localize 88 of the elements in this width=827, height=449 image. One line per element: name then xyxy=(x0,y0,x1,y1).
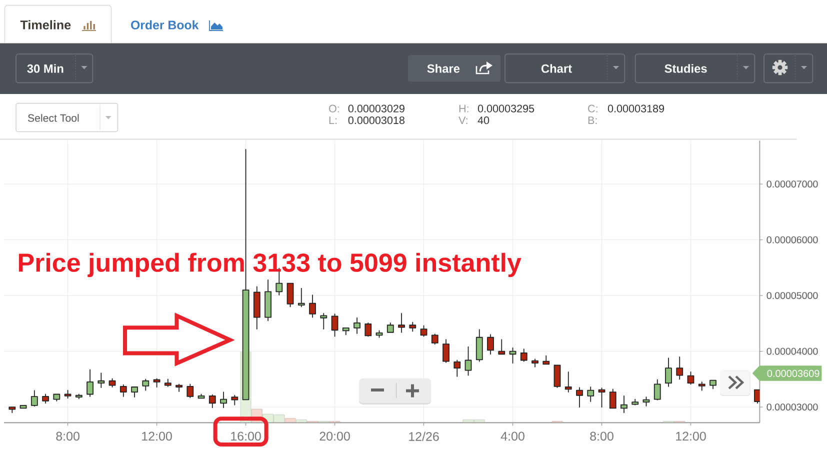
candlestick xyxy=(142,378,150,391)
candlestick xyxy=(220,392,227,408)
y-tick-label: 0.00005000 xyxy=(766,292,818,300)
candlestick xyxy=(576,387,583,408)
x-tick-label: 8:00 xyxy=(56,432,80,441)
candlestick xyxy=(86,369,94,397)
x-tick-label: 16:00 xyxy=(231,432,261,441)
candlestick xyxy=(676,356,684,380)
candlestick xyxy=(342,327,350,336)
candlestick xyxy=(264,280,272,322)
candlestick xyxy=(476,329,483,362)
candlestick xyxy=(309,294,316,318)
text: Share xyxy=(427,64,460,73)
candlestick xyxy=(698,382,706,391)
text: H: xyxy=(459,104,468,112)
candlestick xyxy=(208,394,216,408)
candlestick xyxy=(30,390,38,407)
candlestick xyxy=(131,386,138,398)
candlestick xyxy=(442,339,450,363)
y-tick-label: 0.00007000 xyxy=(766,180,818,188)
candlestick xyxy=(454,360,461,377)
y-tick-label: 0.00006000 xyxy=(766,236,818,244)
x-tick-label: 20:00 xyxy=(320,432,350,441)
text: 0.00003189 xyxy=(608,104,664,112)
text: L: xyxy=(329,116,337,124)
x-tick-label: 12/26 xyxy=(409,432,439,441)
candlestick xyxy=(298,288,305,308)
candlestick xyxy=(186,384,194,398)
candlestick xyxy=(710,380,716,390)
candlestick xyxy=(331,314,338,337)
text: Chart xyxy=(541,64,572,73)
annotation: Price jumped from 3133 to 5099 instantly xyxy=(18,252,522,278)
candlestick xyxy=(98,372,105,388)
candlestick xyxy=(431,334,438,345)
text: 0.00003029 xyxy=(348,104,404,112)
candlestick xyxy=(487,334,494,355)
candlestick xyxy=(42,394,49,404)
text: O: xyxy=(329,104,339,112)
candlestick xyxy=(198,394,205,399)
text: 40 xyxy=(478,116,490,124)
text: C: xyxy=(588,104,598,112)
candlestick xyxy=(386,322,394,333)
candlestick xyxy=(620,395,628,414)
text: Studies xyxy=(664,64,707,73)
candlestick xyxy=(687,372,694,385)
candlestick xyxy=(398,312,405,333)
candlestick xyxy=(665,358,672,387)
candlestick xyxy=(364,322,372,337)
candlestick xyxy=(564,372,572,392)
text: Order Book xyxy=(131,20,199,30)
candlestick xyxy=(253,286,260,330)
candlestick xyxy=(587,386,594,402)
text: B: xyxy=(588,116,597,124)
candlestick xyxy=(164,378,172,387)
y-tick-label: 0.00004000 xyxy=(766,348,818,355)
text: Timeline xyxy=(20,20,71,30)
candlestick xyxy=(520,348,528,362)
candlestick xyxy=(320,312,328,330)
candlestick xyxy=(409,322,416,332)
candlestick xyxy=(20,404,27,409)
text: V: xyxy=(458,116,468,124)
x-tick-label: 8:00 xyxy=(590,432,614,441)
candlestick xyxy=(8,406,16,414)
candlestick xyxy=(542,355,550,365)
candlestick xyxy=(654,379,661,400)
candlestick xyxy=(420,325,428,337)
candlestick xyxy=(108,378,116,388)
text: 0.00003609 xyxy=(767,370,820,377)
candlestick xyxy=(53,394,60,402)
candlestick xyxy=(554,364,561,388)
candlestick xyxy=(498,339,506,355)
candlestick xyxy=(609,388,616,409)
candlestick xyxy=(632,398,639,406)
text: 30 Min xyxy=(27,64,64,73)
candlestick xyxy=(286,282,294,308)
candlestick xyxy=(120,384,127,397)
text: 0.00003018 xyxy=(348,116,404,124)
candlestick xyxy=(75,394,82,400)
candlestick xyxy=(176,384,182,392)
candlestick xyxy=(231,394,238,406)
y-tick-label: 0.00003000 xyxy=(766,404,818,411)
text: 0.00003295 xyxy=(478,104,534,112)
text: Select Tool xyxy=(28,114,79,122)
candlestick xyxy=(354,317,360,334)
x-tick-label: 12:00 xyxy=(676,432,706,441)
x-tick-label: 12:00 xyxy=(142,432,172,441)
candlestick xyxy=(532,358,538,368)
x-tick-label: 4:00 xyxy=(500,432,524,441)
